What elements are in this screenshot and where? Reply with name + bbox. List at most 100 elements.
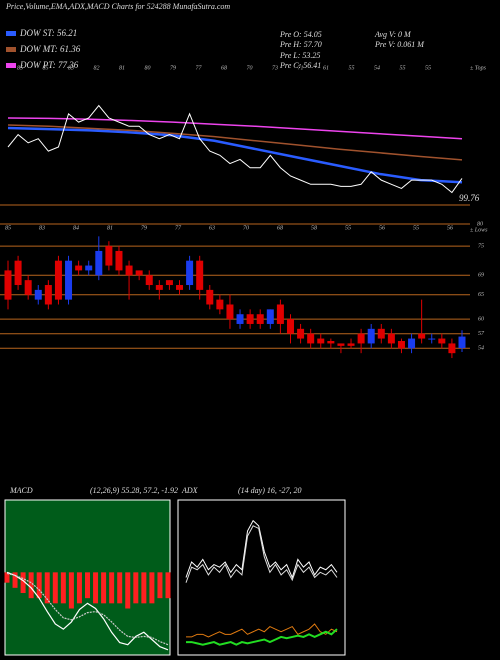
y-tick-label: 60 (478, 316, 484, 322)
top-marker: 80 (145, 65, 151, 71)
candle-body (75, 265, 83, 271)
macd-histogram-bar (165, 572, 171, 599)
low-marker: 58 (311, 225, 317, 231)
top-marker: 61 (323, 65, 329, 71)
candle-body (155, 285, 163, 290)
chart-title: Price,Volume,EMA,ADX,MACD Charts for 524… (5, 2, 230, 11)
adx-params: (14 day) 16, -27, 20 (238, 486, 302, 495)
macd-histogram-bar (36, 572, 42, 599)
candle-body (125, 265, 133, 276)
info-text: Pre O: 54.05 (279, 30, 322, 39)
candle-body (397, 341, 405, 349)
low-marker: 84 (73, 224, 79, 231)
candle-body (115, 250, 123, 271)
legend-label: DOW MT: 61.36 (19, 44, 81, 54)
candle-body (65, 260, 73, 300)
top-marker: 79 (170, 65, 176, 71)
top-marker: 77 (196, 65, 203, 71)
legend-label: DOW PT: 77.36 (19, 60, 79, 70)
candle-body (145, 275, 153, 286)
low-marker: 56 (379, 225, 385, 231)
macd-histogram-bar (125, 572, 131, 609)
candle-body (256, 314, 264, 324)
candle-body (216, 299, 224, 310)
legend-swatch (6, 63, 16, 68)
top-marker: 73 (272, 65, 278, 71)
adx-line (186, 623, 338, 638)
y-tick-label: 57 (478, 331, 485, 337)
candle-body (418, 333, 426, 339)
top-marker: 71 (298, 65, 304, 71)
low-marker: 83 (39, 225, 45, 231)
low-marker: 56 (447, 225, 453, 231)
candle-body (246, 314, 254, 324)
low-marker: 85 (5, 225, 11, 231)
macd-params: (12,26,9) 55.28, 57.2, -1.92 (90, 486, 178, 495)
top-marker: 82 (94, 65, 100, 71)
macd-title: MACD (9, 486, 33, 495)
info-text: Avg V: 0 M (374, 30, 412, 39)
candle-body (286, 319, 294, 334)
candle-body (367, 328, 375, 344)
ema-line (7, 126, 463, 184)
candle-body (226, 304, 234, 320)
top-marker: 70 (247, 65, 253, 71)
candle-body (377, 328, 385, 339)
candle-body (85, 265, 93, 271)
legend-swatch (6, 47, 16, 52)
macd-histogram-bar (4, 572, 10, 583)
candle-body (317, 338, 325, 344)
candle-body (165, 280, 173, 286)
legend-label: DOW ST: 56.21 (19, 28, 77, 38)
candle-body (307, 333, 315, 344)
top-marker: 85 (43, 65, 49, 71)
y-tick-label: 65 (478, 292, 484, 298)
candle-body (408, 338, 416, 349)
y-tick-label: 54 (478, 345, 484, 352)
candle-body (438, 338, 446, 344)
low-marker: 68 (277, 225, 283, 231)
top-marker: 83 (68, 65, 74, 71)
candle-body (297, 328, 305, 339)
macd-histogram-bar (93, 572, 99, 604)
low-marker: 79 (141, 225, 147, 231)
top-marker: 81 (119, 65, 125, 71)
macd-histogram-bar (133, 572, 139, 604)
candle-body (14, 260, 22, 286)
candle-body (236, 314, 244, 324)
candle-body (186, 260, 194, 286)
macd-histogram-bar (149, 572, 155, 604)
candle-body (4, 270, 12, 300)
info-text: Pre C: 56.41 (279, 61, 321, 70)
y-tick-label: 69 (478, 273, 484, 279)
low-marker: 81 (107, 225, 113, 231)
info-text: Pre H: 57.70 (279, 40, 322, 49)
candle-body (337, 343, 345, 346)
candle-body (387, 333, 395, 344)
candle-body (448, 343, 456, 354)
y-tick-label: 75 (478, 243, 484, 249)
candle-body (206, 289, 214, 305)
top-marker: 85 (17, 65, 23, 71)
macd-histogram-bar (76, 572, 82, 604)
lows-label: ± Lows (470, 227, 488, 233)
info-text: Pre L: 53.25 (279, 51, 320, 60)
candle-body (176, 285, 184, 290)
macd-line (6, 571, 169, 651)
level-label: 99.76 (459, 193, 480, 203)
low-marker: 55 (345, 225, 351, 231)
candle-body (54, 260, 62, 300)
adx-title: ADX (181, 486, 199, 495)
candle-body (105, 246, 113, 266)
candle-body (458, 336, 466, 349)
ema-line (7, 117, 463, 140)
top-marker: 68 (221, 65, 227, 71)
candle-body (266, 309, 274, 324)
adx-panel (177, 499, 346, 656)
low-marker: 55 (413, 225, 419, 231)
macd-histogram-bar (85, 572, 90, 599)
low-marker: 63 (209, 225, 215, 231)
top-marker: 55 (349, 65, 355, 71)
candle-body (44, 285, 52, 305)
candle-body (327, 341, 335, 344)
